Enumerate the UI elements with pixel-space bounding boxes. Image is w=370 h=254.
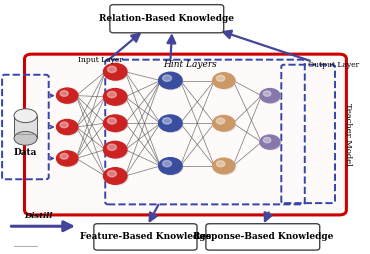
Bar bbox=[14, 116, 37, 138]
Circle shape bbox=[57, 119, 78, 135]
Circle shape bbox=[105, 64, 128, 81]
Circle shape bbox=[162, 118, 172, 124]
Circle shape bbox=[107, 66, 117, 73]
Circle shape bbox=[216, 161, 225, 167]
Circle shape bbox=[213, 73, 235, 88]
Circle shape bbox=[105, 116, 128, 132]
Circle shape bbox=[214, 116, 236, 132]
Text: Feature-Based Knowledge: Feature-Based Knowledge bbox=[80, 232, 211, 241]
Circle shape bbox=[104, 115, 127, 132]
Circle shape bbox=[216, 75, 225, 81]
Ellipse shape bbox=[14, 109, 37, 123]
Circle shape bbox=[107, 91, 117, 98]
FancyBboxPatch shape bbox=[206, 224, 320, 250]
Circle shape bbox=[214, 73, 236, 89]
Circle shape bbox=[58, 120, 79, 135]
Text: Response-Based Knowledge: Response-Based Knowledge bbox=[193, 232, 333, 241]
Circle shape bbox=[58, 89, 79, 104]
Circle shape bbox=[57, 88, 78, 103]
Text: Relation-Based Knowledge: Relation-Based Knowledge bbox=[99, 14, 234, 23]
Circle shape bbox=[162, 161, 172, 167]
Circle shape bbox=[213, 116, 235, 131]
Circle shape bbox=[105, 168, 128, 185]
Circle shape bbox=[159, 72, 182, 89]
Text: Teacher Model: Teacher Model bbox=[344, 103, 352, 166]
Circle shape bbox=[162, 75, 172, 81]
Circle shape bbox=[213, 158, 235, 174]
Text: Input Layer: Input Layer bbox=[78, 56, 123, 64]
Circle shape bbox=[104, 64, 127, 80]
Text: Distill: Distill bbox=[24, 212, 53, 220]
Ellipse shape bbox=[14, 131, 37, 145]
FancyBboxPatch shape bbox=[94, 224, 197, 250]
Circle shape bbox=[104, 141, 127, 158]
Circle shape bbox=[260, 89, 280, 103]
Text: Data: Data bbox=[14, 148, 37, 157]
Circle shape bbox=[105, 89, 128, 106]
Circle shape bbox=[263, 91, 271, 96]
Circle shape bbox=[216, 118, 225, 124]
Text: Output Layer: Output Layer bbox=[308, 61, 359, 69]
Circle shape bbox=[214, 159, 236, 174]
Circle shape bbox=[60, 153, 68, 159]
Text: Hint Layers: Hint Layers bbox=[163, 60, 217, 69]
Circle shape bbox=[104, 168, 127, 184]
Circle shape bbox=[261, 89, 281, 103]
Circle shape bbox=[160, 116, 183, 132]
Circle shape bbox=[160, 158, 183, 175]
Circle shape bbox=[261, 136, 281, 150]
Circle shape bbox=[260, 135, 280, 149]
Circle shape bbox=[159, 115, 182, 132]
Circle shape bbox=[60, 122, 68, 128]
Circle shape bbox=[105, 142, 128, 159]
Circle shape bbox=[60, 91, 68, 96]
Circle shape bbox=[104, 89, 127, 105]
Circle shape bbox=[107, 118, 117, 124]
Circle shape bbox=[107, 144, 117, 150]
Circle shape bbox=[107, 170, 117, 177]
Circle shape bbox=[58, 152, 79, 167]
Circle shape bbox=[159, 158, 182, 174]
FancyBboxPatch shape bbox=[24, 54, 346, 215]
Circle shape bbox=[263, 137, 271, 143]
FancyBboxPatch shape bbox=[110, 5, 224, 33]
Circle shape bbox=[160, 73, 183, 90]
Circle shape bbox=[57, 151, 78, 166]
